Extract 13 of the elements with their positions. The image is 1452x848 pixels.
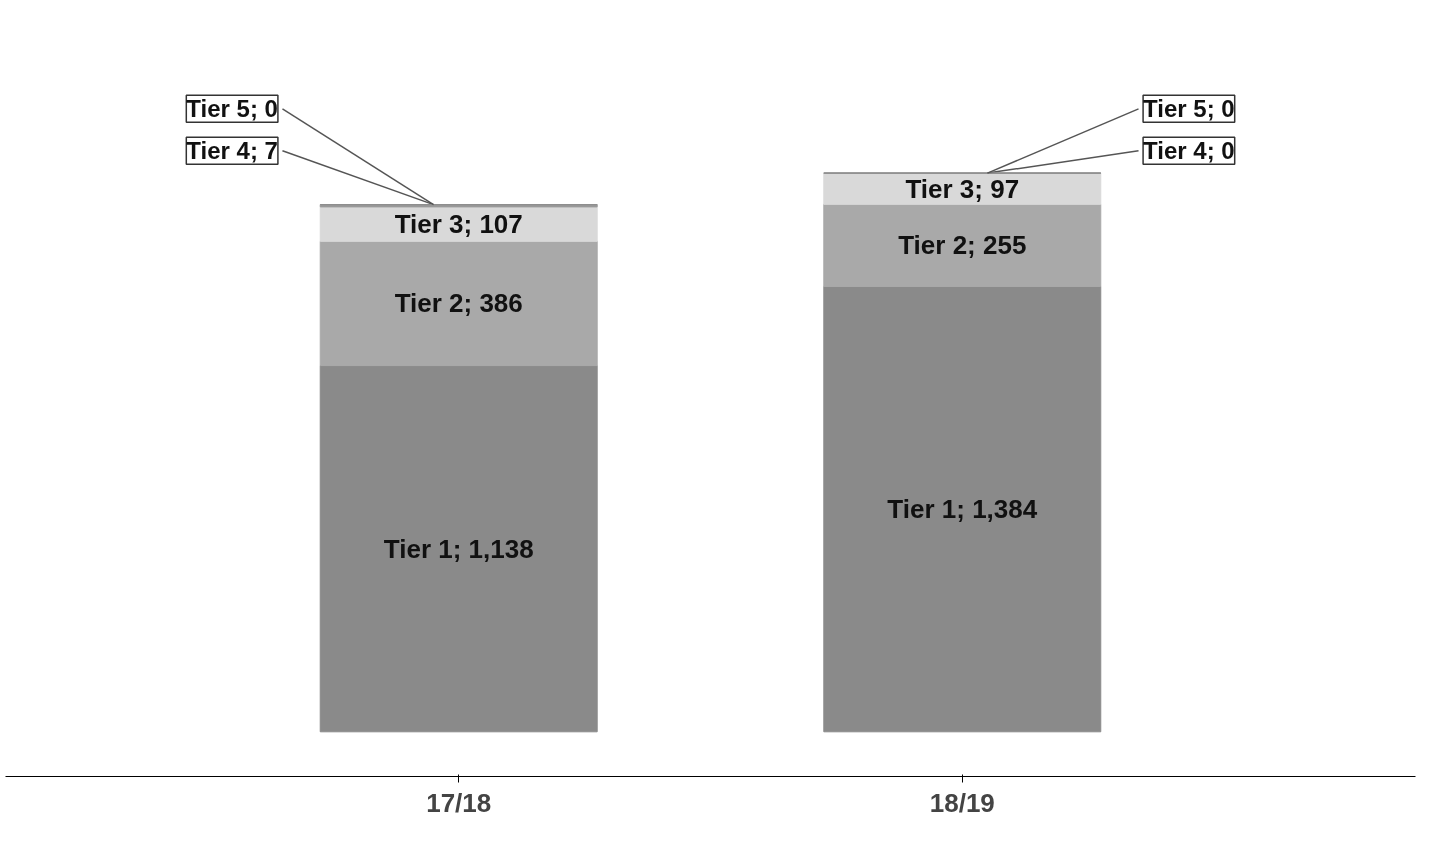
bar: [823, 285, 1102, 733]
x-tick-label: 18/19: [929, 787, 995, 818]
bar: [823, 172, 1102, 205]
data-label: Tier 2; 386: [394, 288, 523, 319]
bar: [319, 365, 598, 733]
data-label: Tier 1; 1,138: [383, 533, 534, 564]
bar: [823, 203, 1102, 287]
data-label: Tier 3; 97: [905, 173, 1020, 204]
bar: [319, 240, 598, 367]
data-label: Tier 3; 107: [394, 209, 523, 240]
data-label: Tier 2; 255: [898, 230, 1027, 261]
data-label: Tier 1; 1,384: [887, 494, 1038, 525]
x-tick-label: 17/18: [426, 787, 492, 818]
